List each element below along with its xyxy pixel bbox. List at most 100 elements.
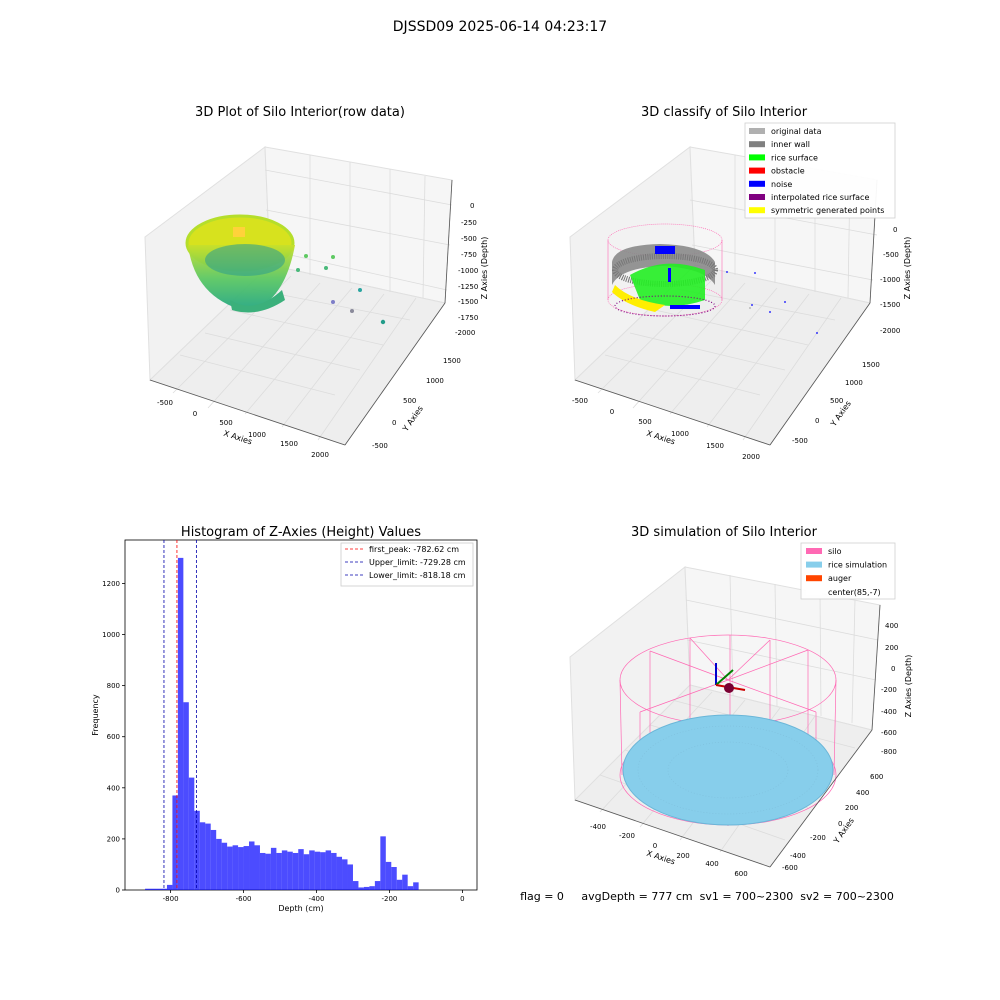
hist-bar [303,854,310,890]
panel-4-data [619,634,837,826]
hist-bar [161,888,167,890]
hist-bar [391,867,397,890]
hist-bar [205,823,211,890]
legend-swatch [749,141,765,148]
p4-xlabel: X Axies [645,849,676,867]
p1-ztick: 0 [470,202,474,210]
p1-ztick: -1000 [458,267,478,275]
p2-zlabel: Z Axies (Depth) [903,237,912,300]
p4-xtick: 200 [676,852,689,860]
legend-label: center(85,-7) [828,588,881,597]
panel-3-title: Histogram of Z-Axies (Height) Values [181,525,421,540]
panel-1-data [185,214,386,325]
legend-swatch [749,194,765,200]
hist-bar [265,853,271,890]
hist-bar [369,886,375,890]
panel-simulation-3d: 3D simulation of Silo Interior [569,525,913,878]
legend-swatch [806,548,822,554]
p4-ytick: -400 [790,852,806,860]
hist-bar [385,861,392,890]
figure-suptitle: DJSSD09 2025-06-14 04:23:17 [393,19,607,35]
hist-ylabel: Frequency [91,694,100,736]
hist-bar [352,881,359,890]
p1-ztick: -250 [461,219,477,227]
p2-ytick: 1000 [845,379,863,387]
hist-yticks: 0 200 400 600 800 1000 1200 [102,580,125,895]
p4-ytick: -200 [810,834,826,842]
hist-bar [150,888,156,890]
p4-ytick: -600 [782,864,798,872]
p4-xtick: -400 [590,823,606,831]
legend-swatch [749,207,765,214]
p4-ztick: -200 [881,686,897,694]
hist-bar [183,702,189,890]
panel-1-axes: -500 0 500 1000 1500 2000 X Axies -500 0… [149,179,489,459]
p2-ztick: -500 [883,251,899,259]
hist-bar [221,842,228,890]
status-line: flag = 0 avgDepth = 777 cm sv1 = 700~230… [520,890,894,903]
legend-swatch [749,167,765,174]
legend-label: noise [771,180,792,189]
p1-xtick: 0 [193,410,197,418]
legend-label: Lower_limit: -818.18 cm [369,571,466,580]
p1-ztick: -1250 [458,283,478,291]
hist-bar [177,557,184,890]
panel-classify-3d: 3D classify of Silo Interior [569,105,912,461]
p4-ztick: 0 [891,665,895,673]
p4-ztick: -600 [881,729,897,737]
p1-xtick: 500 [219,419,232,427]
p1-ytick: 1500 [443,357,461,365]
hist-ytick-label: 1000 [102,631,120,639]
p2-xtick: 2000 [742,453,760,461]
hist-bar [396,879,403,890]
hist-bar [227,846,233,890]
hist-bar [336,856,343,890]
hist-bar [402,874,408,890]
legend-swatch [749,154,765,161]
p1-ztick: -500 [461,235,477,243]
p4-xtick: 600 [734,870,747,878]
p2-ytick: -500 [792,437,808,445]
p2-ztick: -1000 [880,276,900,284]
hist-bar [407,886,414,890]
hist-bar [309,850,315,890]
panel-raw-3d: 3D Plot of Silo Interior(row data) [144,105,489,459]
hist-bar [199,822,206,890]
hist-bar [331,852,337,890]
p4-ytick: 0 [838,820,842,828]
hist-bar [194,810,200,890]
legend-label: silo [828,547,842,556]
legend-swatch [749,180,765,187]
legend-swatch [806,575,822,582]
panel-histogram: Histogram of Z-Axies (Height) Values -80… [91,525,478,913]
hist-xticks: -800 -600 -400 -200 0 [163,890,465,903]
hist-ytick-label: 200 [107,835,120,843]
p2-xtick: 500 [638,418,651,426]
hist-bar [270,847,277,890]
p1-xtick: 2000 [311,451,329,459]
p2-ytick: 1500 [862,361,880,369]
hist-bar [145,888,151,890]
hist-ytick-label: 600 [107,733,120,741]
hist-bar [342,859,348,890]
p1-zlabel: Z Axies (Depth) [480,237,489,300]
legend-label: inner wall [771,140,810,149]
p4-ylabel: Y Axies [831,816,856,846]
hist-bars [145,557,419,890]
p1-ztick: -2000 [455,329,475,337]
hist-ytick-label: 400 [107,784,120,792]
legend-label: Upper_limit: -729.28 cm [369,558,466,567]
p4-ytick: 200 [845,804,858,812]
p4-ytick: 600 [870,773,883,781]
hist-bar [298,849,304,890]
p2-ytick: 0 [815,417,819,425]
panel-4-legend: silo rice simulation auger center(85,-7) [800,542,896,600]
hist-xtick-label: -200 [382,895,398,903]
legend-label: rice surface [771,153,818,162]
hist-bar [259,852,266,890]
panel-2-data [607,223,818,334]
panel-2-title: 3D classify of Silo Interior [641,105,808,120]
p4-ztick: 200 [885,644,898,652]
legend-label: symmetric generated points [771,206,884,215]
